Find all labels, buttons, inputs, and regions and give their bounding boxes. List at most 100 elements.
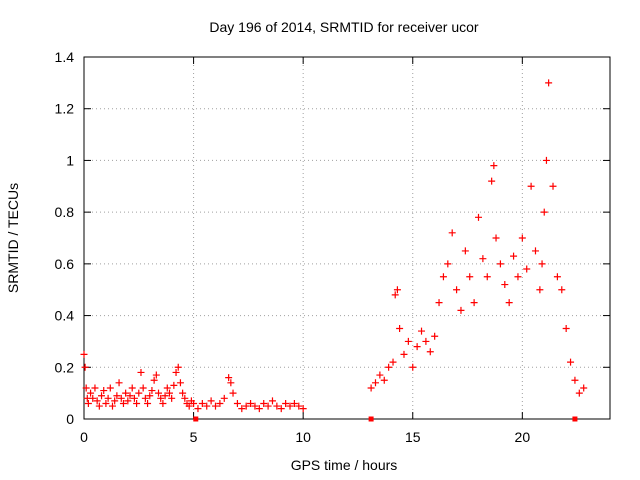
data-point: [367, 384, 375, 392]
data-point: [490, 162, 498, 170]
x-tick-label: 20: [515, 429, 531, 445]
data-point: [161, 392, 169, 400]
data-point: [299, 405, 307, 413]
data-point: [255, 405, 263, 413]
data-point: [179, 389, 187, 397]
data-point: [124, 397, 132, 405]
data-point: [220, 394, 228, 402]
data-point: [89, 394, 97, 402]
data-point: [536, 286, 544, 294]
data-point: [168, 394, 176, 402]
data-point: [510, 252, 518, 260]
data-point: [135, 389, 143, 397]
data-point: [141, 394, 149, 402]
data-point: [238, 405, 246, 413]
data-point: [371, 379, 379, 387]
data-point: [102, 399, 110, 407]
data-point: [174, 363, 182, 371]
data-point: [172, 368, 180, 376]
data-point: [518, 234, 526, 242]
data-point: [152, 371, 160, 379]
data-point: [542, 156, 550, 164]
data-point: [422, 337, 430, 345]
data-point: [409, 363, 417, 371]
data-point: [575, 389, 583, 397]
data-point: [479, 255, 487, 263]
data-point: [216, 399, 224, 407]
data-point: [418, 327, 426, 335]
data-point: [139, 384, 147, 392]
data-point: [286, 402, 294, 410]
data-point: [389, 358, 397, 366]
data-point: [84, 399, 92, 407]
data-point: [82, 384, 90, 392]
data-point: [146, 392, 154, 400]
y-tick-label: 0.2: [55, 359, 75, 375]
data-point: [376, 371, 384, 379]
data-point: [448, 229, 456, 237]
data-point: [404, 337, 412, 345]
y-tick-label: 0.6: [55, 256, 75, 272]
data-point: [567, 358, 575, 366]
data-point: [126, 392, 134, 400]
y-tick-label: 1: [66, 152, 74, 168]
data-point: [233, 399, 241, 407]
data-point: [115, 379, 123, 387]
data-point: [203, 402, 211, 410]
data-point: [133, 399, 141, 407]
data-point: [80, 350, 88, 358]
data-point: [227, 379, 235, 387]
data-point: [165, 389, 173, 397]
gap-markers: [193, 416, 578, 422]
x-tick-label: 5: [190, 429, 198, 445]
data-point: [155, 389, 163, 397]
data-point: [470, 299, 478, 307]
data-point: [523, 265, 531, 273]
data-point: [157, 394, 165, 402]
data-point: [488, 177, 496, 185]
data-point: [95, 402, 103, 410]
gap-marker: [572, 416, 578, 422]
data-point: [159, 399, 167, 407]
data-point: [505, 299, 513, 307]
data-point: [91, 384, 99, 392]
data-point: [117, 394, 125, 402]
data-point: [492, 234, 500, 242]
data-point: [475, 213, 482, 221]
data-point: [207, 397, 215, 405]
data-point: [113, 392, 121, 400]
data-point: [181, 394, 189, 402]
data-point: [380, 376, 388, 384]
data-point: [247, 399, 255, 407]
y-tick-label: 1.4: [55, 49, 75, 65]
data-point: [268, 397, 276, 405]
gap-marker: [368, 416, 374, 422]
chart-title: Day 196 of 2014, SRMTID for receiver uco…: [209, 19, 479, 35]
data-point: [93, 397, 101, 405]
data-point: [562, 325, 570, 332]
data-point: [176, 379, 184, 387]
y-tick-label: 0.4: [55, 308, 75, 324]
data-point: [194, 405, 202, 413]
x-tick-label: 15: [405, 429, 421, 445]
data-point: [391, 291, 399, 299]
data-point: [282, 399, 290, 407]
data-point: [501, 281, 509, 289]
plot-frame: [83, 56, 611, 420]
data-point: [295, 402, 303, 410]
data-point: [527, 182, 535, 190]
data-point: [198, 399, 206, 407]
data-point: [580, 384, 588, 392]
data-point: [212, 402, 219, 410]
data-point: [553, 273, 561, 281]
data-point: [531, 247, 539, 255]
x-tick-label: 10: [295, 429, 311, 445]
x-axis-label: GPS time / hours: [291, 457, 398, 473]
data-point: [466, 273, 474, 281]
data-point: [260, 399, 268, 407]
data-point: [108, 402, 116, 410]
data-point: [170, 381, 178, 389]
data-point: [251, 402, 259, 410]
data-point: [122, 389, 130, 397]
